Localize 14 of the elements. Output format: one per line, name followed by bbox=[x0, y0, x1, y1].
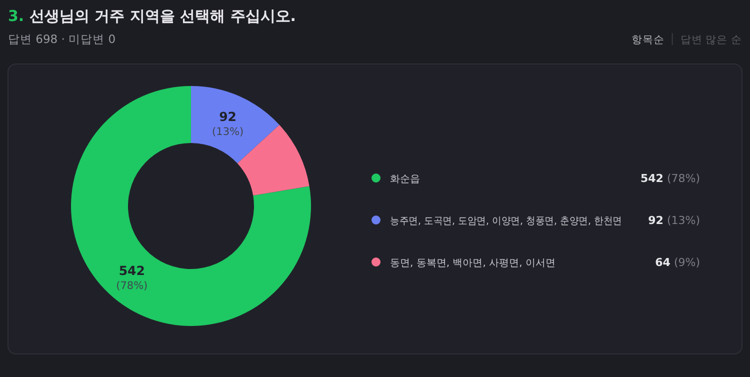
legend-label: 능주면, 도곡면, 도암면, 이양면, 청풍면, 춘양면, 한천면 bbox=[390, 216, 638, 227]
donut-slice bbox=[71, 86, 311, 326]
text: 항목순 bbox=[631, 34, 664, 46]
legend-label: 동면, 동복면, 백아면, 사평면, 이서면 bbox=[390, 258, 556, 269]
data-label: 64 (9%) bbox=[655, 256, 700, 269]
data-label: 542 (78%) bbox=[116, 262, 148, 292]
data-label: 92 (13%) bbox=[212, 109, 244, 138]
text: 답변 많은 순 bbox=[680, 34, 742, 46]
chart-title: 3. 선생님의 거주 지역을 선택해 주십시오. bbox=[8, 7, 296, 25]
text: 92 (13%) bbox=[648, 214, 700, 227]
donut-slice bbox=[191, 86, 280, 164]
chart-subtitle: 답변 698 · 미답변 0 bbox=[8, 32, 116, 46]
legend-label: 화순읍 bbox=[390, 174, 420, 185]
text: 542 (78%) bbox=[640, 172, 700, 185]
